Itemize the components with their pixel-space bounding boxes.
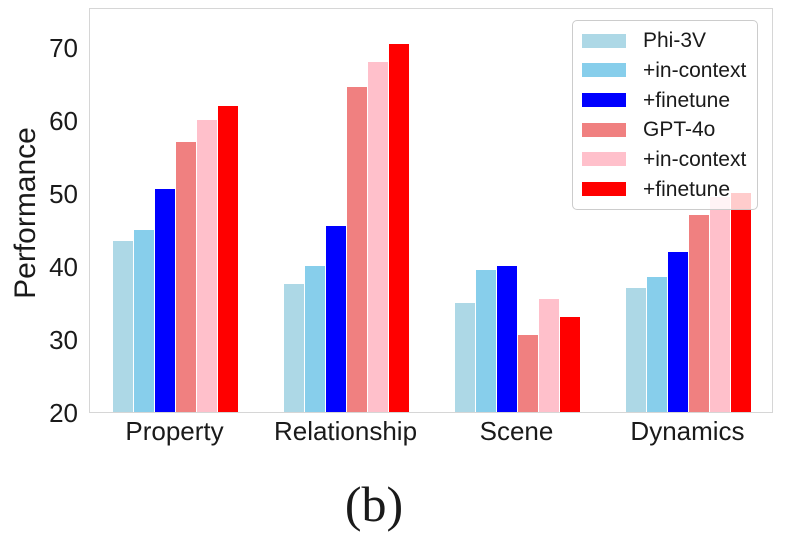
legend-label: +finetune bbox=[643, 177, 730, 201]
y-tick-label-30: 30 bbox=[49, 325, 78, 355]
legend-swatch-icon bbox=[582, 33, 626, 48]
legend-label: +in-context bbox=[643, 58, 747, 82]
bar-relationship--finetune bbox=[389, 43, 409, 412]
legend-swatch-icon bbox=[582, 63, 626, 78]
legend-item-3: GPT-4o bbox=[582, 119, 751, 140]
legend-item-4: +in-context bbox=[582, 149, 751, 170]
bar-property-phi-3v bbox=[113, 240, 133, 412]
bar-relationship-gpt-4o bbox=[347, 87, 367, 412]
legend-label: GPT-4o bbox=[643, 118, 716, 142]
legend-label: +in-context bbox=[643, 147, 747, 171]
legend-label: +finetune bbox=[643, 88, 730, 112]
bar-scene--finetune bbox=[497, 266, 517, 412]
legend-item-5: +finetune bbox=[582, 179, 751, 200]
y-tick-label-50: 50 bbox=[49, 179, 78, 210]
legend-swatch-icon bbox=[582, 182, 626, 197]
bar-property--finetune bbox=[155, 189, 175, 412]
bar-property--in-context bbox=[197, 120, 217, 412]
subfigure-caption: (b) bbox=[344, 476, 404, 532]
bar-scene-gpt-4o bbox=[518, 335, 538, 412]
y-tick-label-70: 70 bbox=[49, 33, 78, 64]
legend-item-1: +in-context bbox=[582, 60, 751, 81]
bar-dynamics-gpt-4o bbox=[689, 215, 709, 412]
bar-scene--in-context bbox=[539, 298, 559, 412]
bar-property--finetune bbox=[218, 105, 238, 412]
legend-label: Phi-3V bbox=[643, 29, 707, 53]
bar-relationship--in-context bbox=[305, 266, 325, 412]
legend-item-2: +finetune bbox=[582, 90, 751, 111]
bar-scene--finetune bbox=[560, 317, 580, 412]
y-tick-label-20: 20 bbox=[49, 398, 78, 428]
bar-property-gpt-4o bbox=[176, 142, 196, 412]
legend-swatch-icon bbox=[582, 122, 626, 137]
bar-dynamics--in-context bbox=[647, 277, 667, 412]
bar-scene--in-context bbox=[476, 269, 496, 412]
y-axis-title: Performance bbox=[9, 127, 42, 299]
legend: Phi-3V +in-context +finetune GPT-4o +in-cont… bbox=[572, 20, 758, 210]
y-tick-label-60: 60 bbox=[49, 106, 78, 137]
bar-dynamics--in-context bbox=[710, 196, 730, 412]
bar-relationship--finetune bbox=[326, 225, 346, 412]
bar-property--in-context bbox=[134, 229, 154, 412]
bar-scene-phi-3v bbox=[455, 302, 475, 412]
legend-item-0: Phi-3V bbox=[582, 30, 751, 51]
bar-relationship-phi-3v bbox=[284, 284, 304, 412]
x-tick-label-relationship: Relationship bbox=[273, 416, 418, 446]
bar-dynamics-phi-3v bbox=[626, 287, 646, 412]
y-tick-label-40: 40 bbox=[49, 252, 78, 283]
legend-swatch-icon bbox=[582, 93, 626, 108]
bar-relationship--in-context bbox=[368, 61, 388, 412]
bar-dynamics--finetune bbox=[668, 251, 688, 412]
x-tick-label-property: Property bbox=[125, 416, 224, 446]
legend-swatch-icon bbox=[582, 152, 626, 167]
x-tick-label-scene: Scene bbox=[479, 416, 554, 446]
bar-dynamics--finetune bbox=[731, 193, 751, 412]
x-tick-label-dynamics: Dynamics bbox=[630, 416, 745, 446]
